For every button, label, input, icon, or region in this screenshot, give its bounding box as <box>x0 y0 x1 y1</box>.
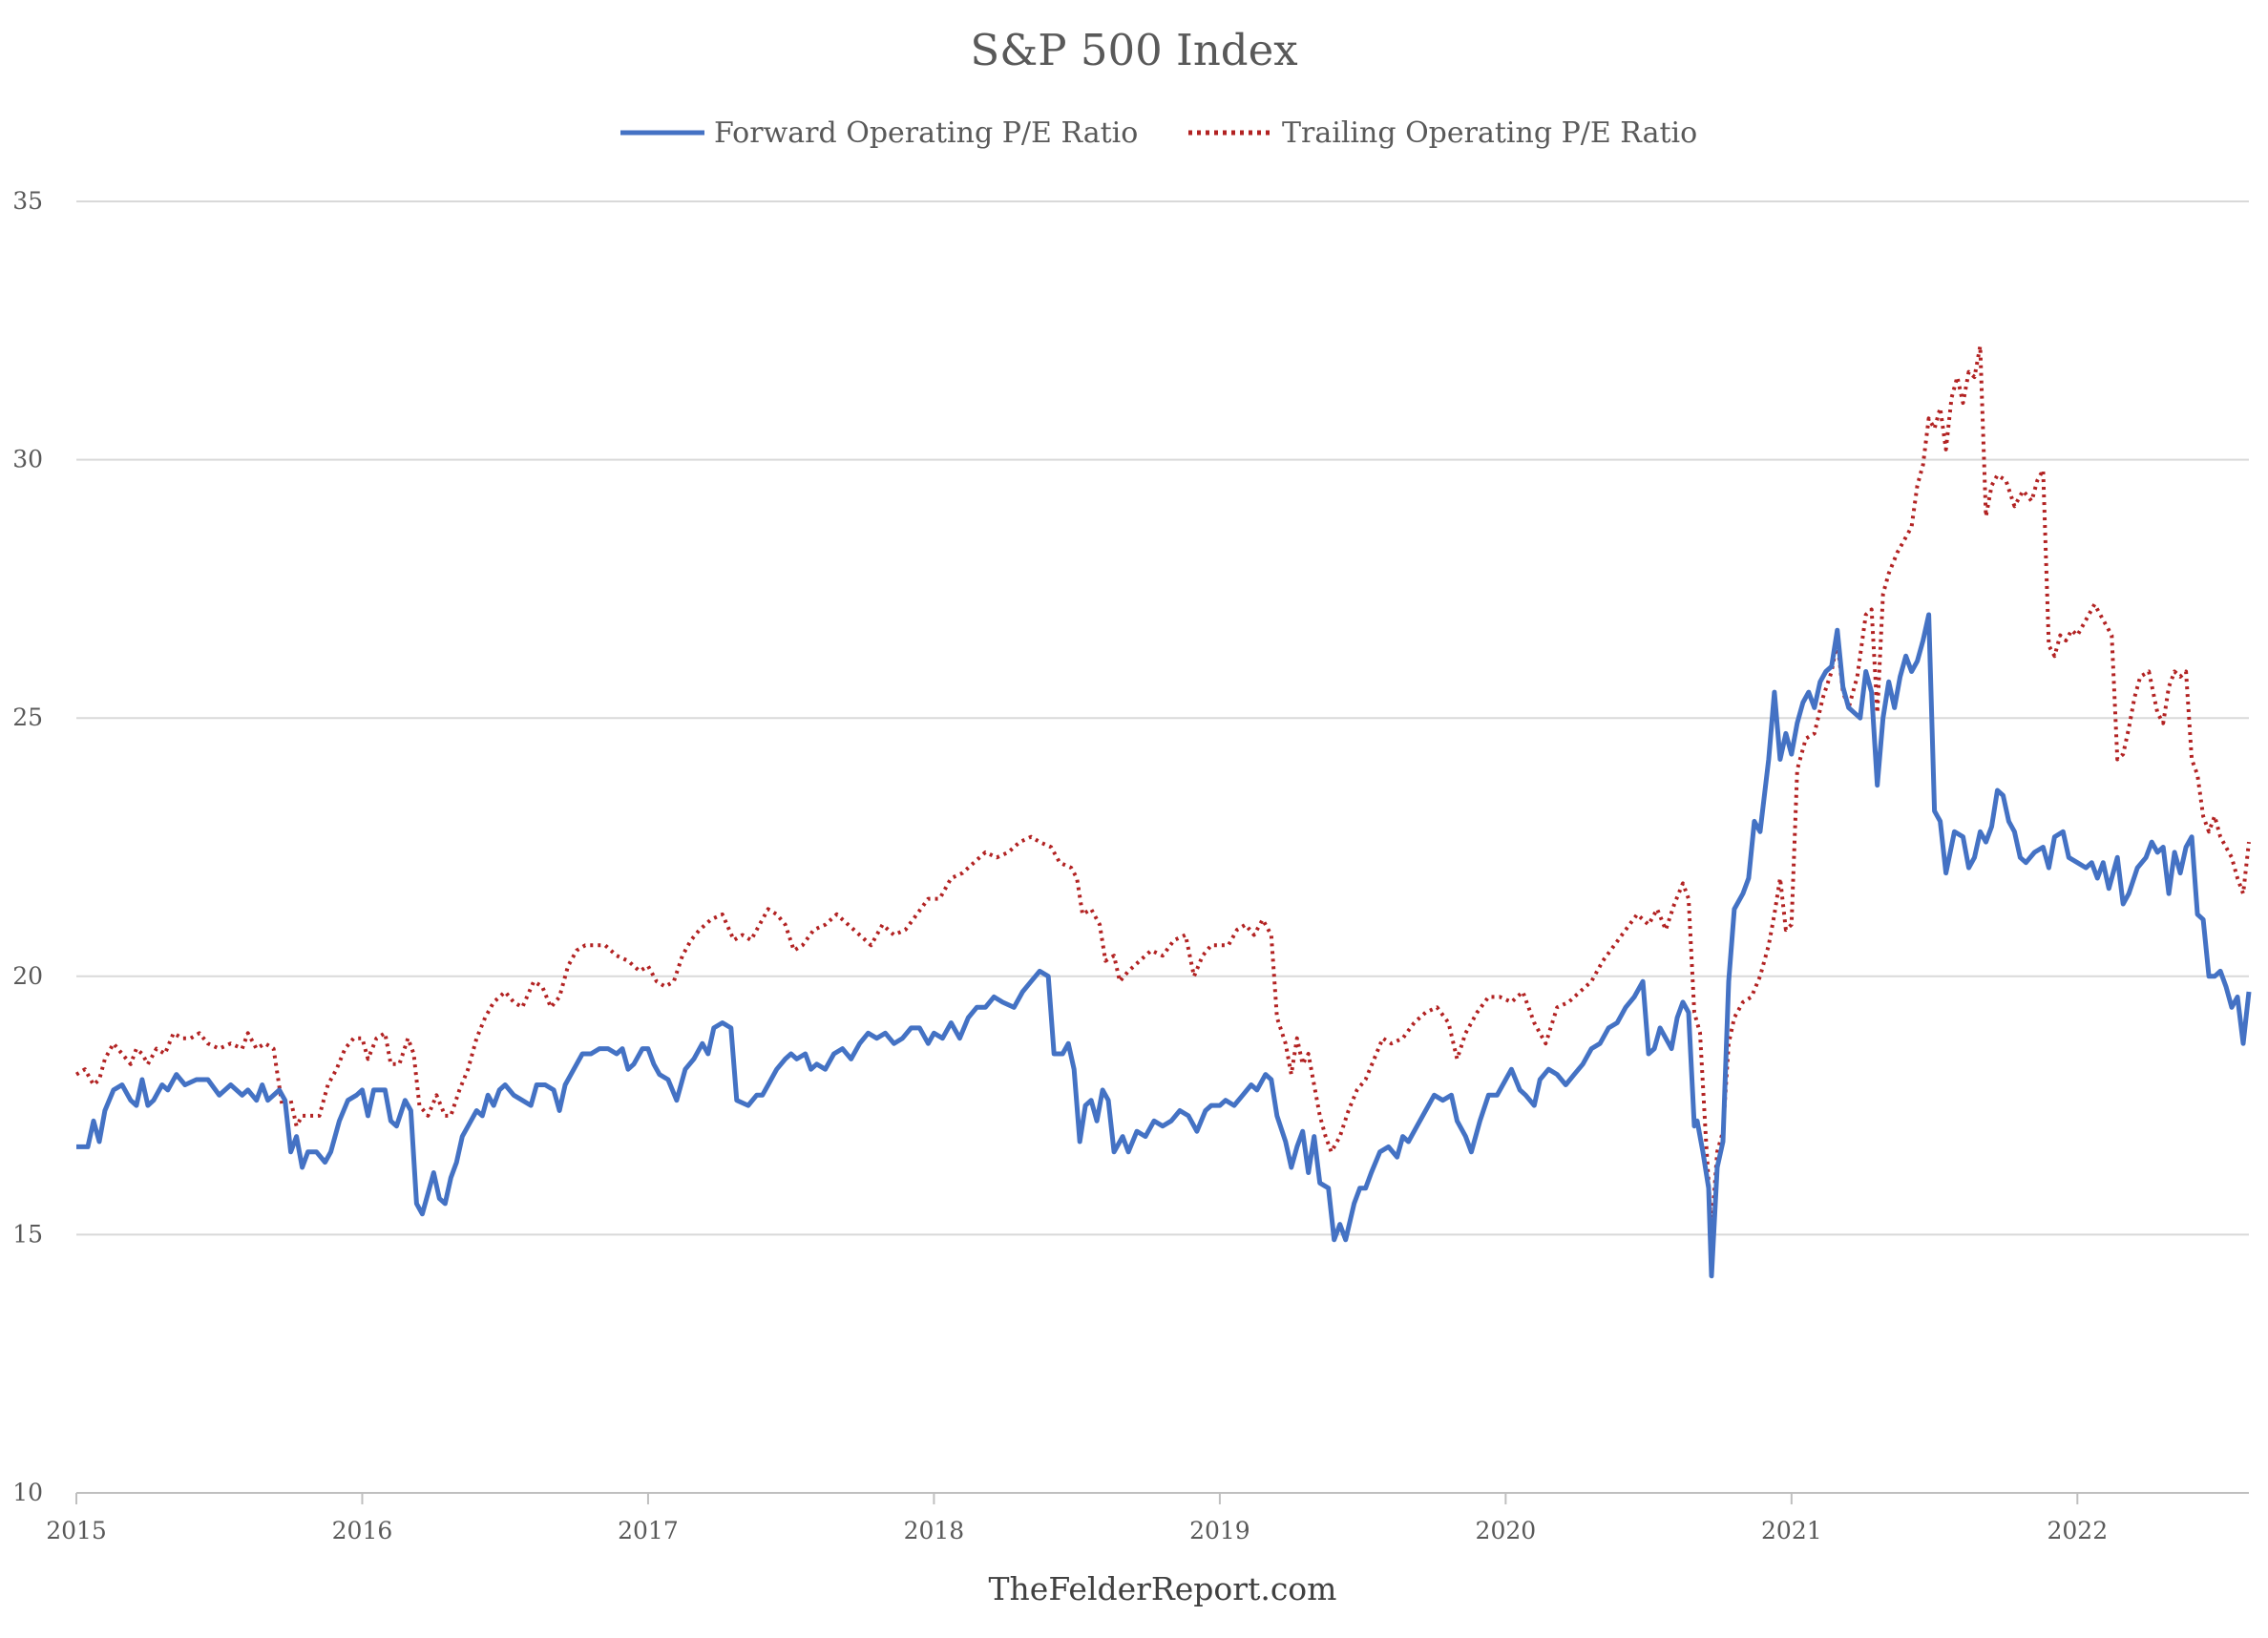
gridlines <box>76 200 2249 1236</box>
x-axis: 2015 2016 2017 2018 2019 2020 2021 2022 <box>46 1492 2249 1544</box>
legend: Forward Operating P/E Ratio Trailing Ope… <box>620 116 1697 150</box>
y-tick-label: 15 <box>12 1220 43 1248</box>
source-label: TheFelderReport.com <box>989 1570 1337 1607</box>
x-tick-label: 2020 <box>1476 1517 1537 1544</box>
series-line-forward <box>76 612 2252 1279</box>
y-tick-label: 10 <box>12 1479 43 1506</box>
x-tick-label: 2021 <box>1761 1517 1822 1544</box>
x-tick-label: 2015 <box>46 1517 107 1544</box>
x-tick-label: 2016 <box>332 1517 393 1544</box>
chart-title: S&P 500 Index <box>970 25 1297 75</box>
x-tick-label: 2017 <box>618 1517 679 1544</box>
legend-item-forward[interactable]: Forward Operating P/E Ratio <box>620 116 1138 150</box>
legend-label-forward: Forward Operating P/E Ratio <box>714 116 1138 150</box>
legend-item-trailing[interactable]: Trailing Operating P/E Ratio <box>1188 116 1697 150</box>
x-tick-label: 2022 <box>2048 1517 2109 1544</box>
legend-label-trailing: Trailing Operating P/E Ratio <box>1282 116 1697 150</box>
series-line-trailing <box>74 344 2251 1231</box>
x-tick-label: 2018 <box>904 1517 965 1544</box>
y-tick-label: 25 <box>12 704 43 731</box>
x-tick-label: 2019 <box>1189 1517 1250 1544</box>
series-layer <box>74 344 2252 1279</box>
y-tick-label: 20 <box>12 962 43 990</box>
y-tick-label: 30 <box>12 446 43 473</box>
y-tick-label: 35 <box>12 187 43 215</box>
y-axis: 10 15 20 25 30 35 <box>12 187 43 1506</box>
